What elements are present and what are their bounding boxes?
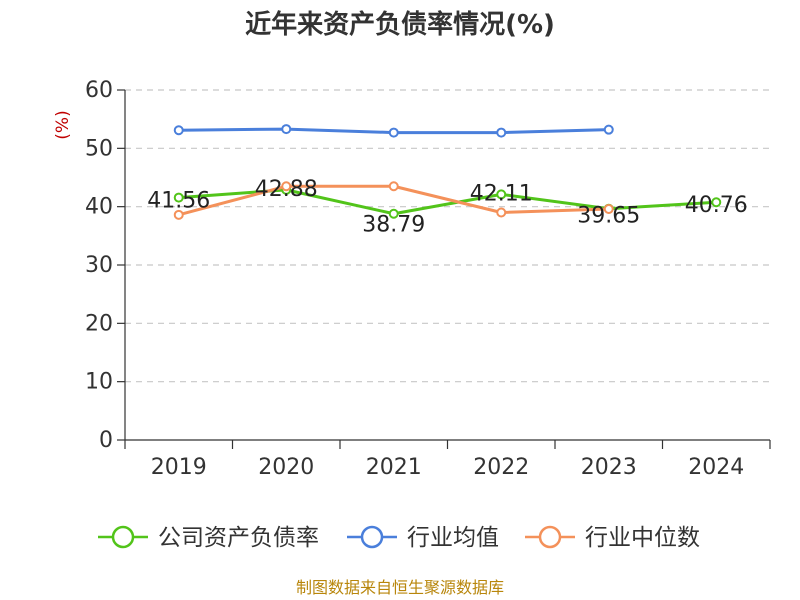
data-point xyxy=(281,181,292,192)
data-point xyxy=(388,127,399,138)
y-tick-label: 10 xyxy=(85,370,113,395)
x-tick-label: 2023 xyxy=(581,455,637,480)
gridlines xyxy=(125,89,770,383)
legend-marker xyxy=(360,525,384,549)
data-label: 39.65 xyxy=(577,204,640,229)
source-note: 制图数据来自恒生聚源数据库 xyxy=(296,578,504,597)
data-point xyxy=(281,124,292,135)
data-point xyxy=(603,124,614,135)
legend-label: 行业均值 xyxy=(407,525,499,551)
data-label: 42.11 xyxy=(470,181,533,206)
x-tick-label: 2021 xyxy=(366,455,422,480)
y-tick-label: 30 xyxy=(85,253,113,278)
legend-marker xyxy=(111,525,135,549)
legend-label: 行业中位数 xyxy=(585,525,700,551)
data-labels: 41.56 42.88 38.79 42.11 39.65 40.76 xyxy=(147,177,747,238)
data-point xyxy=(173,192,184,203)
x-tick-label: 2019 xyxy=(151,455,207,480)
legend-label: 公司资产负债率 xyxy=(158,525,319,551)
data-point xyxy=(603,204,614,214)
legend: 公司资产负债率 行业均值 行业中位数 xyxy=(98,525,700,551)
data-label: 40.76 xyxy=(685,193,748,218)
axes: 0 10 20 30 40 50 60 2019 2020 2021 2022 2023 2024 xyxy=(85,78,771,480)
data-point xyxy=(388,181,399,192)
legend-marker xyxy=(538,525,562,549)
data-point xyxy=(173,125,184,136)
data-label: 38.79 xyxy=(362,213,425,238)
chart-title: 近年来资产负债率情况(%) xyxy=(245,9,555,40)
y-tick-label: 20 xyxy=(85,311,113,336)
data-point xyxy=(173,209,184,220)
data-point xyxy=(711,197,722,208)
x-tick-label: 2022 xyxy=(473,455,529,480)
y-tick-label: 60 xyxy=(85,78,113,103)
x-tick-label: 2020 xyxy=(258,455,314,480)
x-tick-label: 2024 xyxy=(688,455,744,480)
data-label: 41.56 xyxy=(147,189,210,214)
data-point xyxy=(496,207,507,218)
series-layer xyxy=(173,124,722,220)
y-tick-label: 40 xyxy=(85,195,113,220)
data-label: 42.88 xyxy=(255,177,318,202)
data-point xyxy=(496,189,507,200)
y-axis-unit: (%) xyxy=(53,110,73,139)
y-tick-label: 0 xyxy=(99,428,113,453)
y-tick-label: 50 xyxy=(85,136,113,161)
data-point xyxy=(496,127,507,138)
data-point xyxy=(388,208,399,219)
